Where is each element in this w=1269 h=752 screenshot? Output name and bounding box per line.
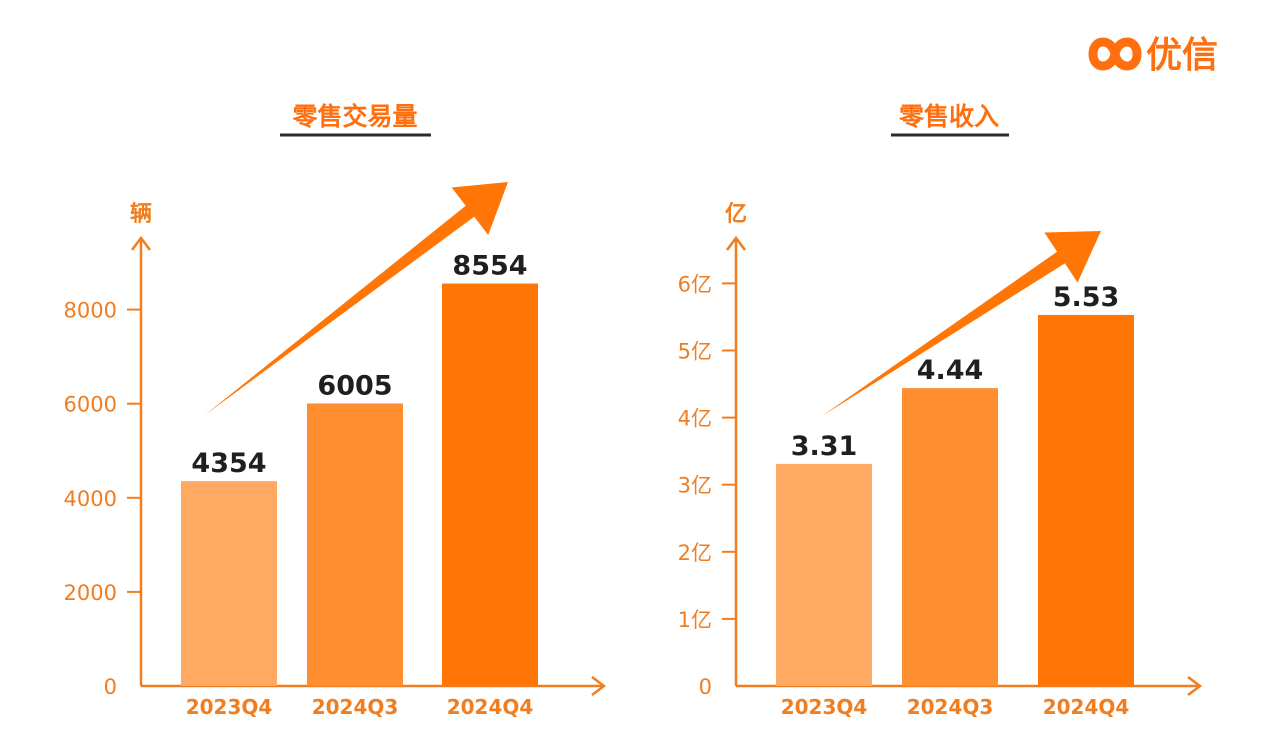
x-axis-arrowhead [591, 676, 607, 696]
bar [307, 403, 403, 686]
trend-arrow [205, 182, 508, 415]
bar [776, 463, 872, 686]
bar-value-label: 6005 [317, 370, 392, 401]
y-tick-label: 1亿 [678, 608, 712, 632]
y-tick-label: 4000 [64, 487, 117, 511]
chart-title: 零售交易量 [291, 102, 417, 131]
y-tick-label: 8000 [64, 299, 117, 323]
x-category-label: 2024Q3 [312, 695, 399, 719]
bar [1038, 314, 1134, 686]
y-tick-label: 2亿 [678, 541, 712, 565]
brand-mark-icon [1088, 37, 1142, 71]
bar-value-label: 4.44 [917, 355, 984, 386]
y-tick-label: 3亿 [678, 474, 712, 498]
bar-value-label: 8554 [452, 251, 527, 282]
x-axis-arrowhead [1187, 676, 1203, 696]
bar-value-label: 3.31 [791, 431, 858, 462]
bar-value-label: 4354 [191, 448, 266, 479]
brand-logo: 优信 [1088, 30, 1238, 80]
x-category-label: 2024Q4 [1043, 695, 1130, 719]
y-axis-unit-label: 辆 [130, 201, 152, 227]
bar [181, 481, 277, 686]
trend-arrow [822, 231, 1101, 416]
y-tick-label: 2000 [64, 581, 117, 605]
y-tick-label: 0 [699, 675, 712, 699]
bar [902, 388, 998, 686]
y-tick-label: 6亿 [678, 272, 712, 296]
y-axis-arrowhead [726, 235, 746, 251]
y-tick-label: 6000 [64, 393, 117, 417]
y-axis-unit-label: 亿 [725, 202, 747, 227]
y-axis-arrowhead [131, 235, 151, 251]
chart-title: 零售收入 [898, 102, 999, 131]
x-category-label: 2024Q4 [447, 695, 534, 719]
bar [442, 283, 538, 686]
x-category-label: 2023Q4 [781, 695, 868, 719]
brand-name: 优信 [1146, 35, 1218, 76]
bar-value-label: 5.53 [1053, 282, 1120, 313]
x-category-label: 2023Q4 [186, 695, 273, 719]
x-category-label: 2024Q3 [907, 695, 994, 719]
y-tick-label: 0 [104, 675, 117, 699]
y-tick-label: 4亿 [678, 407, 712, 431]
y-tick-label: 5亿 [678, 340, 712, 364]
